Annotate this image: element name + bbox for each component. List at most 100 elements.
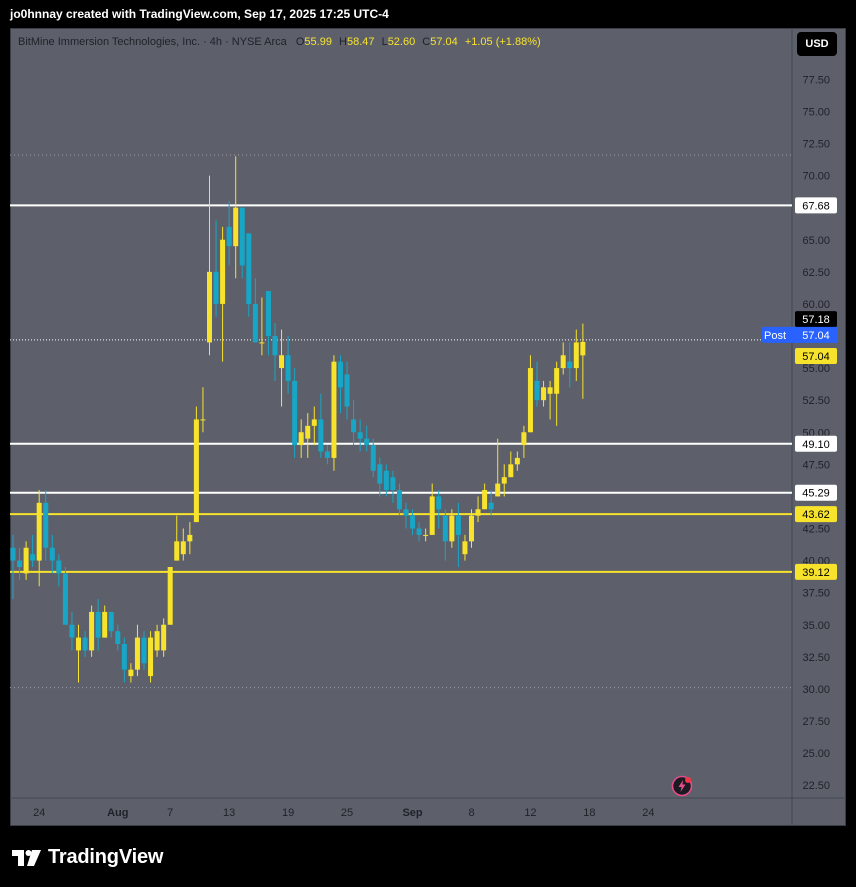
candle-body (30, 554, 36, 561)
post-market-price-label: 57.04 (802, 330, 830, 342)
candle-body (102, 611, 108, 638)
low-value: 52.60 (387, 36, 416, 48)
level-tag-label: 67.68 (802, 200, 830, 212)
candle-body (121, 644, 127, 670)
post-market-tag (762, 326, 838, 343)
price-tick-label: 77.50 (802, 74, 830, 86)
time-tick-label: Aug (107, 807, 128, 819)
price-tick-label: 22.50 (802, 780, 830, 792)
time-tick-label: Sep (402, 807, 422, 819)
chart-frame (10, 28, 846, 826)
candle-body (259, 342, 265, 344)
candle-body (193, 419, 199, 523)
candle-body (69, 624, 75, 638)
price-tick-label: 32.50 (802, 652, 830, 664)
candle-body (279, 355, 285, 369)
candle-body (239, 207, 245, 266)
candle-body (429, 496, 435, 535)
candle-body (455, 515, 461, 535)
candle-body (265, 291, 271, 336)
candle-body (514, 457, 520, 465)
candle-body (167, 567, 173, 625)
price-chart[interactable]: 80.0077.5075.0072.5070.0067.5065.0062.50… (10, 28, 846, 826)
candle-body (226, 226, 232, 247)
candle-body (220, 239, 226, 304)
candle-body (482, 490, 488, 510)
candle-body (534, 380, 540, 401)
close-price-tag (795, 347, 837, 364)
candle-body (187, 534, 193, 542)
candle-body (108, 611, 114, 632)
price-tick-label: 52.50 (802, 395, 830, 407)
attribution-text: jo0hnnay created with TradingView.com, S… (10, 7, 389, 21)
candle-body (252, 303, 258, 343)
candle-body (161, 624, 167, 651)
candle-body (403, 509, 409, 516)
time-tick-label: 8 (468, 807, 474, 819)
candle-body (580, 341, 586, 356)
price-tick-label: 72.50 (802, 139, 830, 151)
candle-body (521, 432, 527, 446)
level-tag (795, 435, 837, 452)
candle-body (82, 637, 88, 651)
candle-body (23, 547, 29, 574)
time-tick-label: 18 (583, 807, 595, 819)
price-tick-label: 62.50 (802, 267, 830, 279)
candle-body (547, 387, 553, 394)
tradingview-logo: TradingView (12, 846, 163, 869)
candle-body (305, 425, 311, 439)
level-tag-label: 49.10 (802, 439, 830, 451)
candle-body (357, 432, 363, 439)
level-tag (795, 563, 837, 580)
candle-body (351, 419, 357, 433)
price-tick-label: 35.00 (802, 620, 830, 632)
level-tag-label: 39.12 (802, 567, 830, 579)
level-tag (795, 506, 837, 523)
symbol-header: BitMine Immersion Technologies, Inc. · 4… (18, 36, 541, 48)
candle-body (285, 355, 291, 381)
flash-icon[interactable] (671, 775, 693, 797)
candle-body (318, 419, 324, 452)
candle-body (272, 336, 278, 356)
level-tag (795, 484, 837, 501)
candle-body (377, 464, 383, 484)
price-tick-label: 37.50 (802, 588, 830, 600)
candle-body (527, 368, 533, 433)
candle-body (95, 611, 101, 638)
candle-body (311, 419, 317, 426)
candle-body (449, 515, 455, 542)
candle-body (508, 464, 514, 478)
candle-body (36, 502, 42, 561)
currency-button[interactable]: USD (797, 32, 837, 56)
candle-body (370, 445, 376, 471)
candle-body (200, 419, 206, 421)
open-value: 55.99 (304, 36, 332, 48)
candle-body (338, 361, 343, 388)
candle-body (416, 528, 422, 535)
candle-body (298, 432, 304, 446)
candle-body (364, 438, 370, 446)
time-tick-label: 24 (33, 807, 45, 819)
level-tag (795, 197, 837, 214)
price-tick-label: 25.00 (802, 748, 830, 760)
candle-body (554, 368, 560, 394)
close-value: 57.04 (430, 36, 458, 48)
candle-body (396, 490, 402, 510)
candle-body (62, 573, 68, 625)
tradingview-wordmark: TradingView (48, 846, 164, 868)
level-tag-label: 43.62 (802, 509, 830, 521)
candle-body (567, 361, 573, 369)
close-price-tag-label: 57.04 (802, 351, 830, 363)
time-tick-label: 7 (167, 807, 173, 819)
candle-body (128, 669, 134, 677)
candle-body (390, 477, 396, 490)
open-label: O (295, 36, 305, 48)
candle-body (469, 515, 474, 542)
candle-body (154, 631, 160, 651)
candle-body (141, 637, 147, 664)
price-tick-label: 60.00 (802, 299, 830, 311)
candle-body (246, 233, 252, 304)
price-tick-label: 30.00 (802, 684, 830, 696)
candle-body (56, 560, 62, 574)
low-label: L (381, 36, 388, 48)
